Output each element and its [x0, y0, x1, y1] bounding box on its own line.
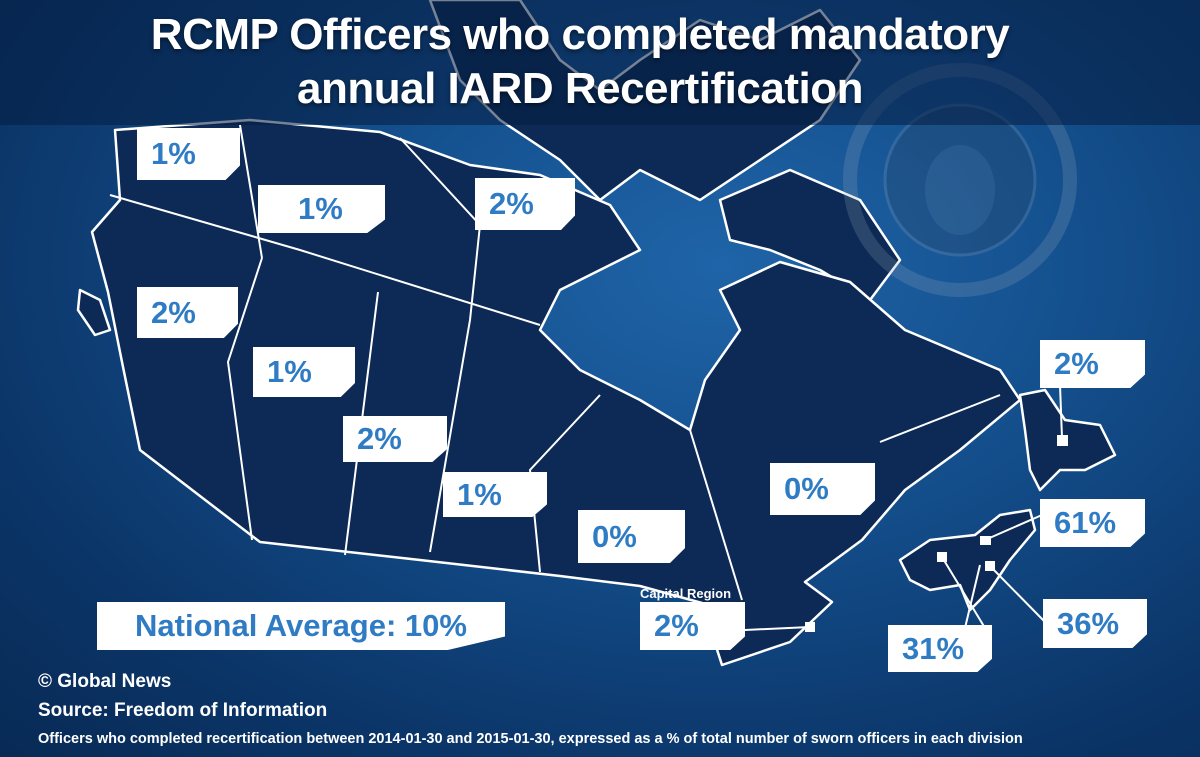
label-nunavut: 2%: [475, 178, 575, 230]
leader-lines: [744, 384, 1063, 631]
label-saskatchewan: 2%: [343, 416, 447, 462]
title-line-2: annual IARD Recertification: [297, 64, 863, 113]
label-alberta: 1%: [253, 347, 355, 397]
label-new-brunswick: 31%: [888, 625, 992, 672]
vancouver-island: [76, 288, 112, 337]
label-nova-scotia: 36%: [1043, 599, 1147, 648]
label-ontario: 0%: [578, 510, 685, 563]
label-yukon: 1%: [137, 128, 240, 180]
label-manitoba: 1%: [443, 472, 547, 517]
credit: © Global News: [38, 671, 172, 692]
label-pei: 61%: [1040, 499, 1145, 547]
page-title: RCMP Officers who completed mandatory an…: [0, 8, 1160, 116]
label-newfoundland-labrador: 2%: [1040, 340, 1145, 388]
provincial-borders: [109, 124, 1001, 601]
footnote: Officers who completed recertification b…: [38, 731, 1023, 747]
source: Source: Freedom of Information: [38, 700, 328, 721]
title-line-1: RCMP Officers who completed mandatory: [150, 10, 1010, 59]
national-average: National Average: 10%: [97, 602, 505, 650]
label-british-columbia: 2%: [137, 287, 238, 338]
label-quebec: 0%: [770, 463, 875, 515]
mainland: [90, 118, 1022, 667]
capital-region-caption: Capital Region: [640, 586, 732, 601]
rcmp-crest-watermark: [843, 63, 1077, 297]
location-markers: [805, 435, 1068, 632]
label-northwest-territories: 1%: [258, 185, 385, 233]
title-band: [0, 0, 1200, 125]
maritimes: [898, 508, 1037, 612]
label-capital-region: 2%: [640, 602, 745, 650]
